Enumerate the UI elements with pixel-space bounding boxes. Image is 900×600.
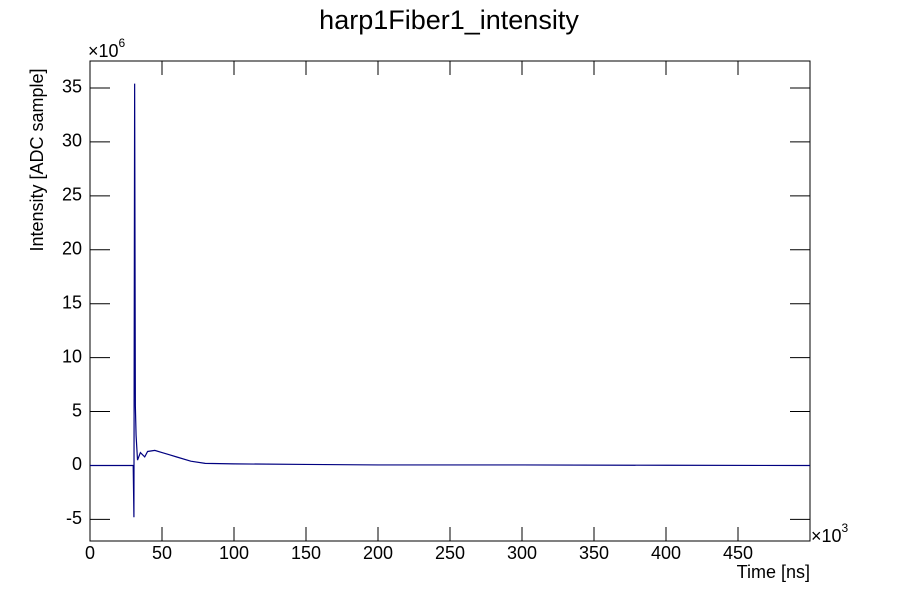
- x-tick-label: 150: [291, 543, 321, 563]
- y-multiplier-exponent: 6: [119, 36, 126, 50]
- x-tick-label: 300: [507, 543, 537, 563]
- y-multiplier-base: ×10: [88, 41, 119, 61]
- x-tick-label: 200: [363, 543, 393, 563]
- x-tick-label: 50: [152, 543, 172, 563]
- data-line: [90, 83, 811, 518]
- x-multiplier-exponent: 3: [842, 521, 849, 535]
- x-tick-label: 400: [651, 543, 681, 563]
- x-tick-label: 450: [723, 543, 753, 563]
- y-tick-label: 0: [72, 454, 82, 474]
- y-tick-label: 35: [62, 77, 82, 97]
- y-tick-label: 10: [62, 346, 82, 366]
- x-tick-label: 250: [435, 543, 465, 563]
- x-tick-label: 0: [85, 543, 95, 563]
- x-tick-label: 100: [219, 543, 249, 563]
- y-tick-label: 25: [62, 185, 82, 205]
- y-tick-label: 15: [62, 292, 82, 312]
- y-axis-title: Intensity [ADC sample]: [27, 68, 47, 251]
- y-tick-label: 5: [72, 400, 82, 420]
- y-tick-label: -5: [66, 508, 82, 528]
- x-tick-label: 350: [579, 543, 609, 563]
- x-multiplier: ×103: [811, 521, 849, 546]
- plot-frame: [89, 60, 811, 542]
- y-tick-label: 20: [62, 239, 82, 259]
- y-multiplier: ×106: [88, 36, 126, 61]
- y-tick-label: 30: [62, 131, 82, 151]
- chart-title: harp1Fiber1_intensity: [319, 5, 579, 35]
- x-multiplier-base: ×10: [811, 526, 842, 546]
- x-axis-title: Time [ns]: [737, 562, 810, 582]
